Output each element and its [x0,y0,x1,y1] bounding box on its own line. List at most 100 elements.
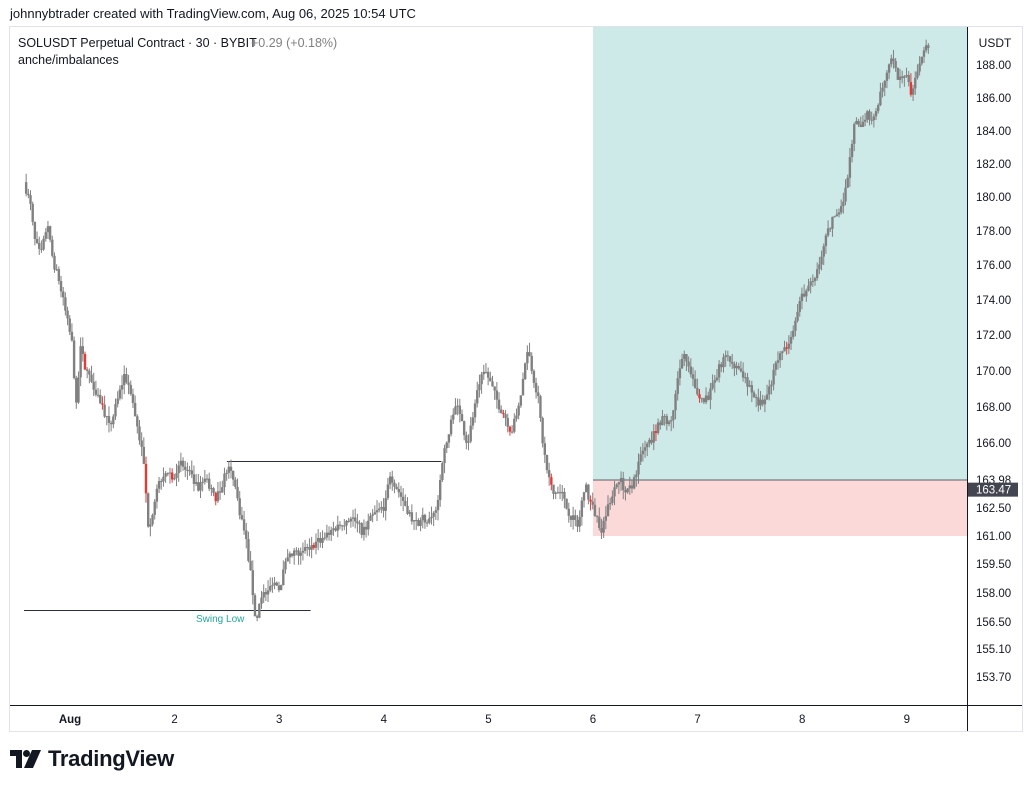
candle-body [441,463,444,480]
chart-frame[interactable]: USDT 188.00 186.00 184.00 182.00 180.00 178.00… [9,26,1023,732]
candle [558,484,562,500]
candle-body [813,278,817,282]
candle-body [436,499,440,511]
tradingview-brand[interactable]: TradingView [10,746,174,772]
candle-body [367,520,370,530]
last-price-badge [968,482,1018,497]
candle [258,603,261,619]
candle-body [519,395,523,406]
candle-body [863,119,867,122]
candle [737,362,740,370]
candle [77,371,80,404]
candle [301,542,305,561]
candle-body [64,297,67,311]
candle-body [624,490,627,493]
candle [495,382,499,409]
candle-body [354,517,357,522]
candle-body [312,545,316,548]
candle [881,82,884,98]
candle [800,287,804,310]
candle [802,284,806,298]
candle-body [184,466,187,470]
candle-body [347,520,350,522]
candle [162,467,165,487]
candle [144,456,148,503]
candle [423,513,427,529]
candle [508,425,512,436]
candle [253,593,257,617]
candle-body [857,120,860,125]
candle-body [175,473,178,479]
candle-body [489,377,492,382]
candle [587,484,590,505]
candle [890,54,893,68]
candle-body [234,479,237,487]
candle [774,360,777,376]
candle-body [262,592,265,598]
candle [927,43,930,54]
candle-body [94,389,98,395]
candle [210,484,213,496]
candle [42,235,45,251]
candle-body [460,414,464,422]
candle-body [201,481,204,483]
candle [611,490,614,506]
candle [770,380,773,395]
candle [66,306,69,326]
candle [38,236,41,255]
legend-symbol[interactable]: SOLUSDT Perpetual Contract · 30 · BYBIT [18,36,257,50]
candle-body [887,64,891,73]
candle [726,350,730,362]
candle-body [491,381,494,387]
x-tick-label: 8 [799,714,805,726]
y-tick-label: 156.50 [976,617,1011,629]
candle-body [502,412,505,415]
candle-body [75,377,78,403]
candle [785,341,788,355]
candle [338,521,342,530]
candle [449,415,453,437]
candle [728,355,732,367]
candle-body [802,293,806,297]
candle [861,115,865,127]
candle [715,369,719,382]
candle-body [151,514,154,525]
candle-body [787,343,791,349]
candle [552,484,555,500]
candle-body [720,364,723,368]
legend-indicator[interactable]: anche/imbalances [18,53,119,67]
candle-body [907,75,910,83]
candle-body [452,414,455,420]
candle [530,352,533,375]
candle-body [388,476,392,485]
candle [685,353,688,371]
candle [476,381,479,408]
candle [565,498,568,510]
candle [510,425,514,434]
candle-body [295,550,298,552]
candle [924,39,928,53]
candle-body [136,416,139,427]
candle [613,480,616,506]
candle [667,419,671,427]
candle-body [386,484,390,499]
price-chart[interactable]: USDT 188.00 186.00 184.00 182.00 180.00 178.00… [10,27,1022,731]
candle-body [927,45,930,48]
candle-body [508,426,512,432]
candle [831,216,834,237]
candle-body [526,352,529,364]
candle-body [210,488,213,490]
candle-body [260,597,263,604]
candle [297,547,300,565]
candle-body [885,72,889,81]
candle-body [425,522,429,524]
candle [883,80,886,97]
candle-body [208,478,211,489]
candle-body [896,68,900,80]
candle-body [600,528,603,533]
candle [513,413,516,434]
candle-body [57,269,61,281]
candle [83,351,87,371]
candle [877,103,880,114]
candle-body [417,520,420,526]
